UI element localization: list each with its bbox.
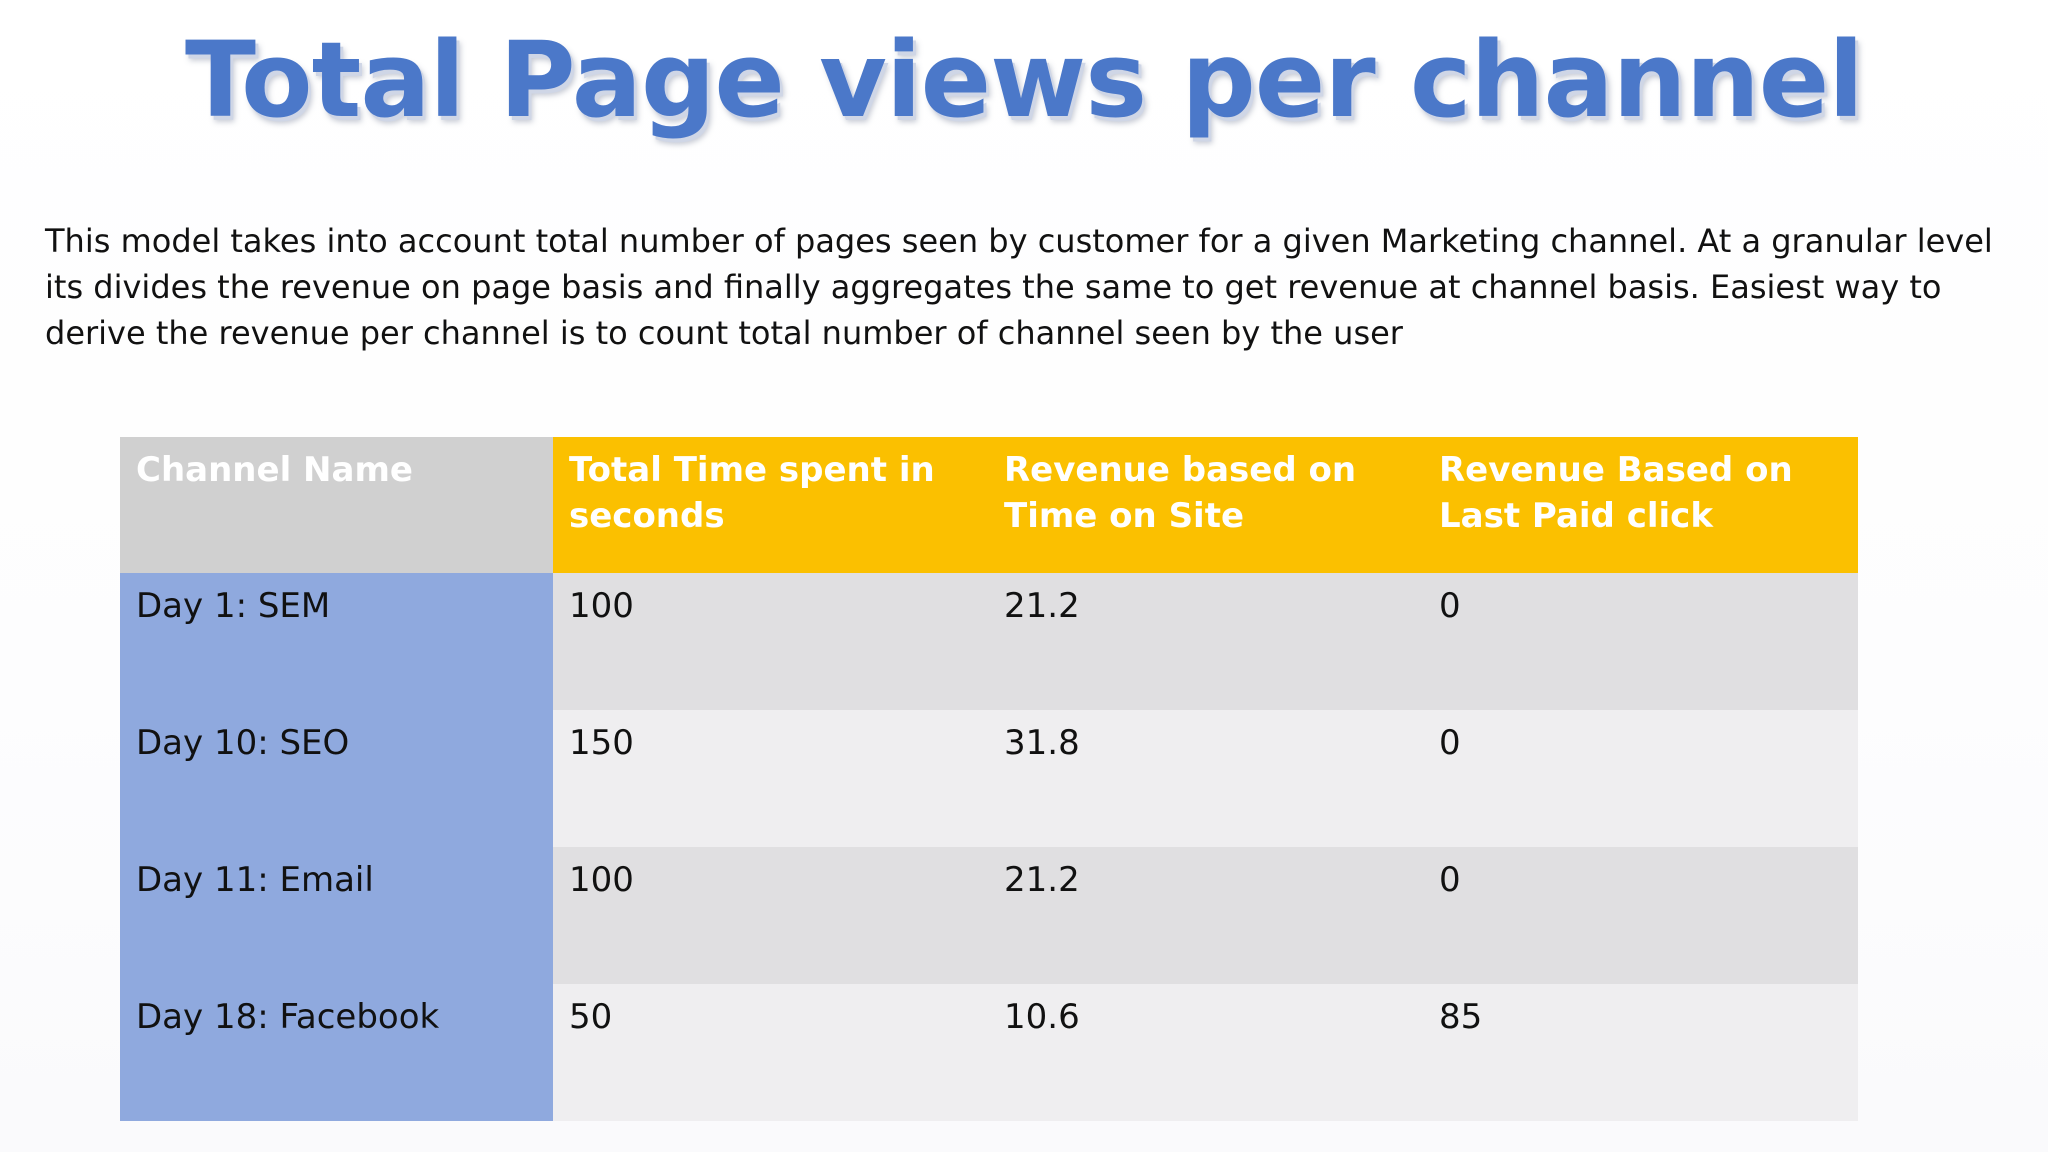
- channel-name-cell: Day 18: Facebook: [120, 984, 553, 1121]
- total-time-cell: 150: [553, 710, 988, 847]
- header-revenue-time-on-site: Revenue based on Time on Site: [988, 437, 1423, 573]
- total-time-cell: 100: [553, 573, 988, 710]
- header-channel-name: Channel Name: [120, 437, 553, 573]
- channel-name-cell: Day 11: Email: [120, 847, 553, 984]
- revenue-last-click-cell: 0: [1423, 847, 1858, 984]
- table-header-row: Channel Name Total Time spent in seconds…: [120, 437, 1858, 573]
- header-total-time: Total Time spent in seconds: [553, 437, 988, 573]
- slide-title: Total Page views per channel: [185, 19, 1864, 141]
- table-row: Day 1: SEM 100 21.2 0: [120, 573, 1858, 710]
- table-row: Day 18: Facebook 50 10.6 85: [120, 984, 1858, 1121]
- revenue-last-click-cell: 0: [1423, 710, 1858, 847]
- revenue-last-click-cell: 0: [1423, 573, 1858, 710]
- revenue-time-cell: 10.6: [988, 984, 1423, 1121]
- channel-revenue-table: Channel Name Total Time spent in seconds…: [120, 437, 1858, 1121]
- table-row: Day 10: SEO 150 31.8 0: [120, 710, 1858, 847]
- channel-name-cell: Day 1: SEM: [120, 573, 553, 710]
- total-time-cell: 100: [553, 847, 988, 984]
- revenue-time-cell: 21.2: [988, 847, 1423, 984]
- header-revenue-last-paid-click: Revenue Based on Last Paid click: [1423, 437, 1858, 573]
- slide-description: This model takes into account total numb…: [45, 222, 1993, 352]
- revenue-time-cell: 21.2: [988, 573, 1423, 710]
- table-row: Day 11: Email 100 21.2 0: [120, 847, 1858, 984]
- revenue-last-click-cell: 85: [1423, 984, 1858, 1121]
- total-time-cell: 50: [553, 984, 988, 1121]
- channel-name-cell: Day 10: SEO: [120, 710, 553, 847]
- revenue-time-cell: 31.8: [988, 710, 1423, 847]
